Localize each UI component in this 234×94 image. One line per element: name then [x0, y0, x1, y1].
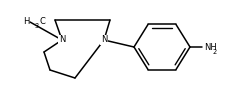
Text: C: C — [39, 17, 45, 25]
Text: N: N — [101, 36, 107, 44]
Text: 2: 2 — [212, 49, 217, 55]
Text: N: N — [59, 36, 65, 44]
Text: NH: NH — [204, 42, 217, 52]
Text: 3: 3 — [35, 24, 39, 30]
Text: H: H — [23, 17, 29, 25]
